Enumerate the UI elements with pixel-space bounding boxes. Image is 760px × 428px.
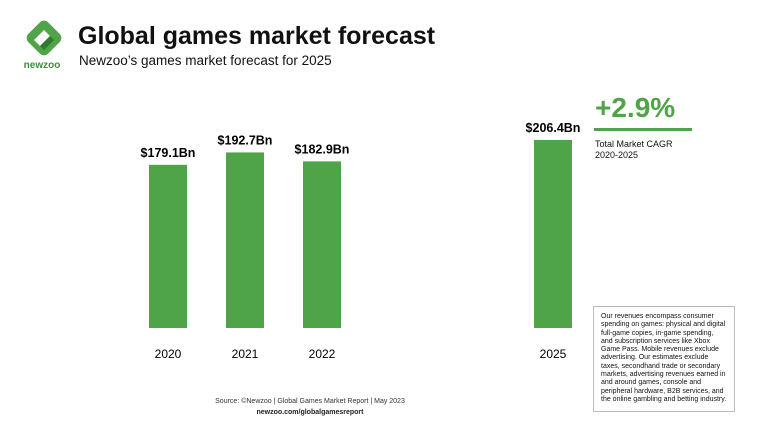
value-label: $182.9Bn (295, 142, 350, 156)
bar (149, 164, 187, 328)
cagr-period: 2020-2025 (595, 150, 639, 160)
note: Our revenues encompass consumer spending… (593, 306, 735, 412)
bar (534, 139, 572, 328)
logo-icon (26, 20, 62, 56)
cagr-rule (594, 128, 692, 131)
value-label: $206.4Bn (526, 121, 581, 135)
x-tick-label: 2020 (155, 347, 182, 361)
logo-text: newzoo (23, 60, 61, 71)
title: Global games market forecast (78, 22, 436, 50)
x-tick-label: 2025 (540, 347, 567, 361)
bar (226, 152, 264, 328)
bar (303, 161, 341, 328)
value-label: $192.7Bn (218, 133, 273, 147)
x-tick-label: 2022 (309, 347, 336, 361)
subtitle: Newzoo’s games market forecast for 2025 (79, 53, 332, 68)
source: Source: ©Newzoo | Global Games Market Re… (215, 398, 405, 405)
source-url: newzoo.com/globalgamesreport (256, 409, 364, 416)
x-tick-label: 2021 (232, 347, 259, 361)
cagr-value: +2.9% (595, 92, 676, 123)
value-label: $179.1Bn (141, 146, 196, 160)
cagr-label: Total Market CAGR (595, 139, 673, 149)
